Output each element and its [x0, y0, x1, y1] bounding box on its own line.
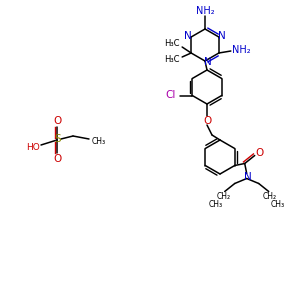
Text: N: N: [244, 172, 252, 182]
Text: N: N: [204, 57, 212, 67]
Text: H₃C: H₃C: [164, 40, 180, 49]
Text: HO: HO: [26, 143, 40, 152]
Text: S: S: [55, 134, 61, 144]
Text: O: O: [203, 116, 211, 126]
Text: CH₃: CH₃: [209, 200, 223, 209]
Text: CH₃: CH₃: [271, 200, 285, 209]
Text: O: O: [53, 154, 61, 164]
Text: H₃C: H₃C: [164, 56, 180, 64]
Text: O: O: [53, 116, 61, 126]
Text: CH₂: CH₂: [263, 192, 277, 201]
Text: N: N: [218, 31, 226, 41]
Text: CH₃: CH₃: [92, 136, 106, 146]
Text: Cl: Cl: [165, 91, 175, 100]
Text: N: N: [184, 31, 192, 41]
Text: NH₂: NH₂: [196, 6, 214, 16]
Text: NH₂: NH₂: [232, 45, 250, 55]
Text: CH₂: CH₂: [217, 192, 231, 201]
Text: O: O: [256, 148, 264, 158]
